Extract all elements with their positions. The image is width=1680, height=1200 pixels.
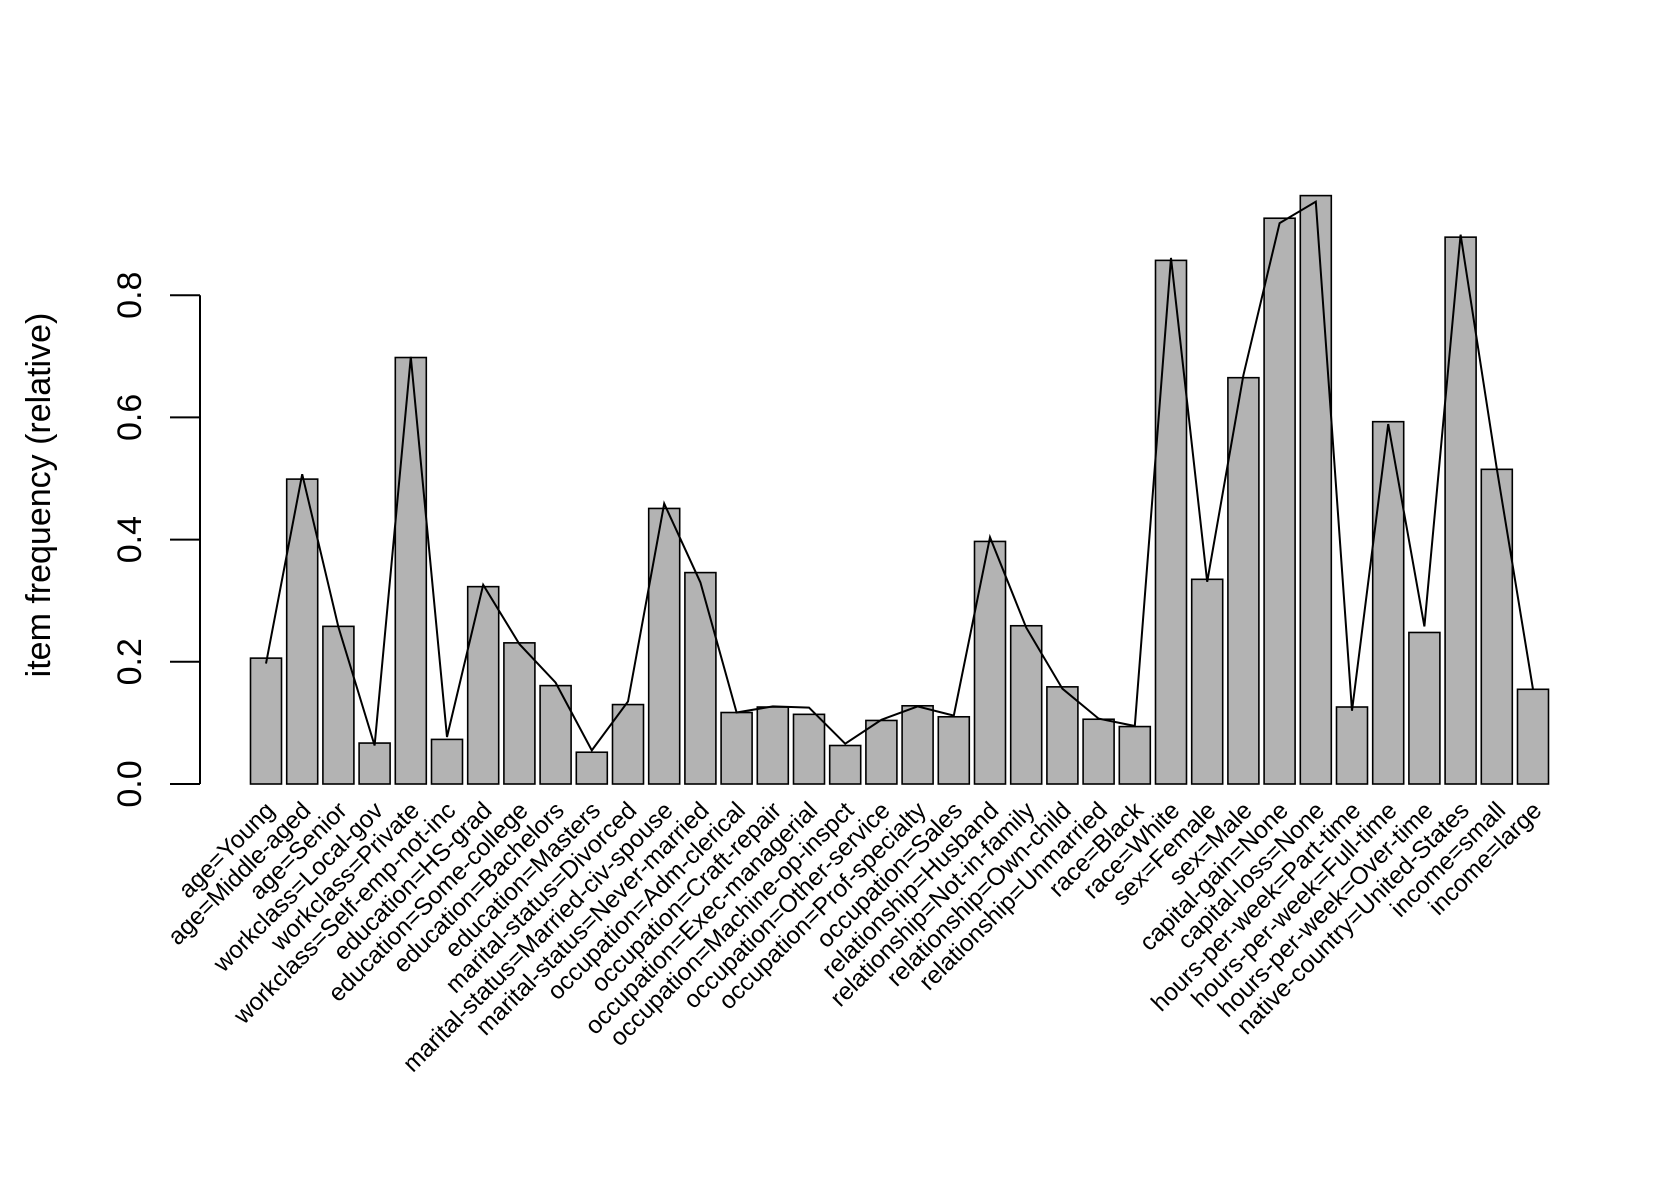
bar xyxy=(1263,217,1296,785)
bar xyxy=(973,540,1007,785)
bar xyxy=(1082,718,1115,785)
bar xyxy=(684,571,717,785)
bar xyxy=(539,684,572,785)
bar xyxy=(937,715,971,785)
bar xyxy=(1371,420,1405,785)
bar xyxy=(575,751,609,785)
bar xyxy=(285,478,319,785)
x-axis-labels: age=Youngage=Middle-agedage=Seniorworkcl… xyxy=(163,797,1547,1078)
bars xyxy=(249,194,1550,785)
bar xyxy=(466,585,500,785)
y-tick-label: 0.8 xyxy=(111,272,149,319)
bar xyxy=(647,507,681,785)
bar xyxy=(1009,624,1043,785)
bar xyxy=(1299,194,1333,785)
bar xyxy=(792,713,826,785)
y-tick-label: 0.4 xyxy=(111,516,149,563)
bar xyxy=(1480,468,1514,785)
bar xyxy=(430,738,464,785)
bar xyxy=(901,704,934,785)
bar xyxy=(1335,706,1369,785)
bar xyxy=(394,356,428,785)
y-axis: 0.0 0.2 0.4 0.6 0.8 xyxy=(111,272,201,808)
bar xyxy=(358,742,391,785)
bar xyxy=(503,642,536,785)
trend-line xyxy=(265,200,1534,753)
bar xyxy=(756,706,790,785)
bar xyxy=(1154,259,1188,785)
bar xyxy=(828,744,862,785)
bar xyxy=(1444,236,1477,785)
y-tick-label: 0.2 xyxy=(111,638,149,685)
y-tick-label: 0.6 xyxy=(111,394,149,441)
bar xyxy=(720,711,753,785)
bar xyxy=(1046,686,1079,785)
bar xyxy=(1190,578,1224,785)
bar xyxy=(1118,725,1152,785)
bar xyxy=(1516,688,1550,785)
bar xyxy=(322,625,355,785)
bar xyxy=(611,703,645,785)
trend-line-group xyxy=(265,200,1534,753)
bar xyxy=(865,719,898,785)
y-tick-label: 0.0 xyxy=(111,760,149,807)
bar xyxy=(1408,631,1441,785)
y-axis-title: item frequency (relative) xyxy=(20,313,58,678)
bar xyxy=(249,657,283,785)
